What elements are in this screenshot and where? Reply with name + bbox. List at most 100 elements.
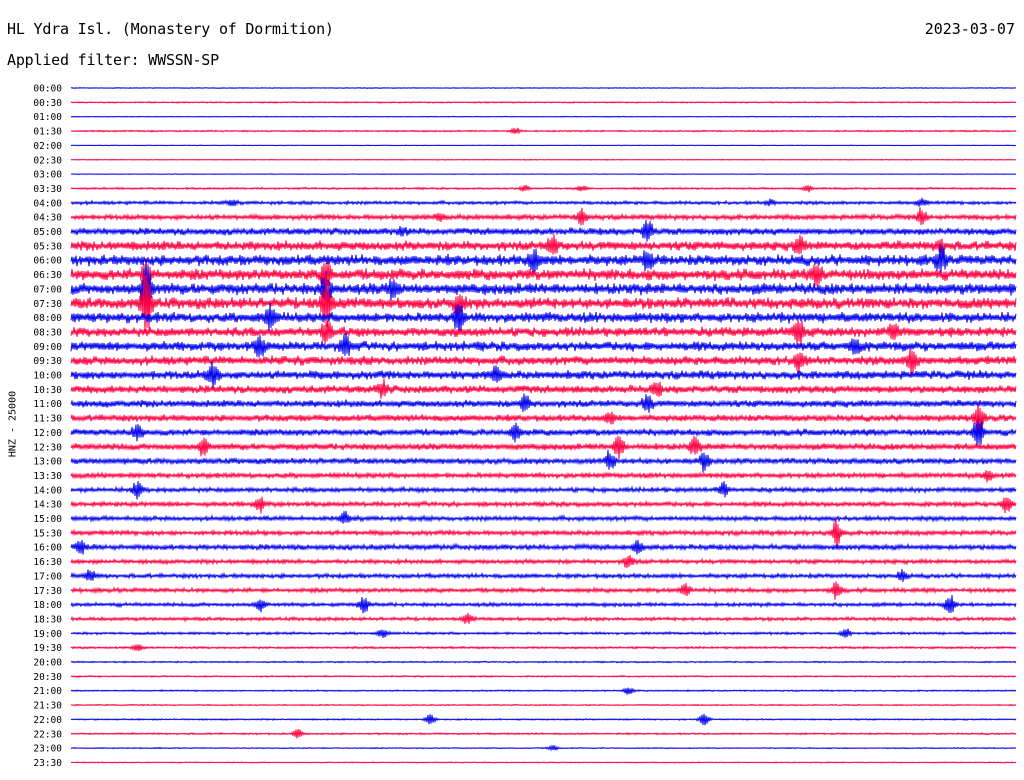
- trace-line: [70, 569, 1017, 582]
- trace-line: [70, 449, 1017, 473]
- trace-line: [70, 302, 1017, 335]
- trace-line: [70, 496, 1017, 514]
- time-label: 02:30: [33, 155, 62, 166]
- time-label: 14:30: [33, 500, 62, 511]
- trace-line: [70, 86, 1017, 90]
- time-label: 10:00: [33, 371, 62, 382]
- time-label: 23:30: [33, 758, 62, 769]
- time-label: 02:00: [33, 141, 62, 152]
- trace-line: [70, 127, 1017, 135]
- trace-line: [70, 361, 1017, 390]
- trace-line: [70, 518, 1017, 549]
- trace-line: [70, 687, 1017, 695]
- time-label: 20:30: [33, 672, 62, 683]
- time-label: 16:00: [33, 543, 62, 554]
- record-date: 2023-03-07: [924, 20, 1015, 38]
- trace-line: [70, 258, 1017, 292]
- time-label: 01:00: [33, 112, 62, 123]
- trace-line: [70, 761, 1017, 764]
- trace-line: [70, 419, 1017, 446]
- trace-line: [70, 581, 1017, 600]
- time-label: 17:30: [33, 586, 62, 597]
- trace-line: [70, 115, 1017, 118]
- time-label: 21:30: [33, 701, 62, 712]
- time-label: 07:30: [33, 299, 62, 310]
- trace-line: [70, 158, 1017, 161]
- time-label: 07:00: [33, 284, 62, 295]
- trace-line: [70, 332, 1017, 358]
- trace-line: [70, 510, 1017, 524]
- time-label: 06:30: [33, 270, 62, 281]
- trace-line: [70, 100, 1017, 104]
- time-label: 10:30: [33, 385, 62, 396]
- trace-line: [70, 674, 1017, 678]
- trace-line: [70, 144, 1017, 147]
- time-label: 03:30: [33, 184, 62, 195]
- trace-line: [70, 481, 1017, 500]
- time-label: 06:00: [33, 256, 62, 267]
- trace-line: [70, 243, 1017, 273]
- trace-line: [70, 628, 1017, 638]
- time-label: 12:30: [33, 442, 62, 453]
- time-label: 19:30: [33, 643, 62, 654]
- time-label: 05:30: [33, 241, 62, 252]
- time-label: 22:30: [33, 729, 62, 740]
- trace-line: [70, 259, 1017, 316]
- time-label: 09:30: [33, 356, 62, 367]
- trace-line: [70, 234, 1017, 256]
- time-label: 19:00: [33, 629, 62, 640]
- time-label: 04:00: [33, 198, 62, 209]
- time-label: 20:00: [33, 658, 62, 669]
- trace-line: [70, 554, 1017, 569]
- time-label: 11:30: [33, 414, 62, 425]
- trace-line: [70, 613, 1017, 624]
- time-label: 14:00: [33, 485, 62, 496]
- time-label: 05:00: [33, 227, 62, 238]
- filter-label: Applied filter: WWSSN-SP: [7, 51, 219, 69]
- time-label: 18:00: [33, 600, 62, 611]
- trace-line: [70, 403, 1017, 434]
- trace-line: [70, 703, 1017, 707]
- time-label: 18:30: [33, 614, 62, 625]
- trace-line: [70, 393, 1017, 413]
- time-label: 01:30: [33, 127, 62, 138]
- trace-line: [70, 713, 1017, 726]
- time-label: 22:00: [33, 715, 62, 726]
- trace-line: [70, 435, 1017, 460]
- trace-line: [70, 729, 1017, 739]
- trace-line: [70, 197, 1017, 207]
- trace-line: [70, 744, 1017, 752]
- time-label: 00:00: [33, 84, 62, 95]
- trace-line: [70, 378, 1017, 399]
- time-label: 13:30: [33, 471, 62, 482]
- time-label: 16:30: [33, 557, 62, 568]
- time-label: 23:00: [33, 744, 62, 755]
- time-label: 21:00: [33, 686, 62, 697]
- time-label: 12:00: [33, 428, 62, 439]
- trace-line: [70, 219, 1017, 242]
- trace-line: [70, 173, 1017, 175]
- time-label: 08:00: [33, 313, 62, 324]
- time-label: 15:30: [33, 528, 62, 539]
- time-label: 15:00: [33, 514, 62, 525]
- trace-line: [70, 470, 1017, 483]
- time-label: 17:00: [33, 571, 62, 582]
- trace-line: [70, 594, 1017, 614]
- trace-line: [70, 539, 1017, 555]
- trace-line: [70, 207, 1017, 226]
- trace-line: [70, 273, 1017, 335]
- trace-line: [70, 660, 1017, 664]
- time-label: 08:30: [33, 327, 62, 338]
- trace-line: [70, 643, 1017, 652]
- trace-line: [70, 184, 1017, 193]
- time-label: 11:00: [33, 399, 62, 410]
- time-label: 04:30: [33, 213, 62, 224]
- time-label: 09:00: [33, 342, 62, 353]
- time-label: 03:00: [33, 170, 62, 181]
- time-label: 13:00: [33, 457, 62, 468]
- trace-line: [70, 348, 1017, 375]
- station-title: HL Ydra Isl. (Monastery of Dormition): [7, 20, 334, 38]
- trace-line: [70, 319, 1017, 347]
- time-label: 00:30: [33, 98, 62, 109]
